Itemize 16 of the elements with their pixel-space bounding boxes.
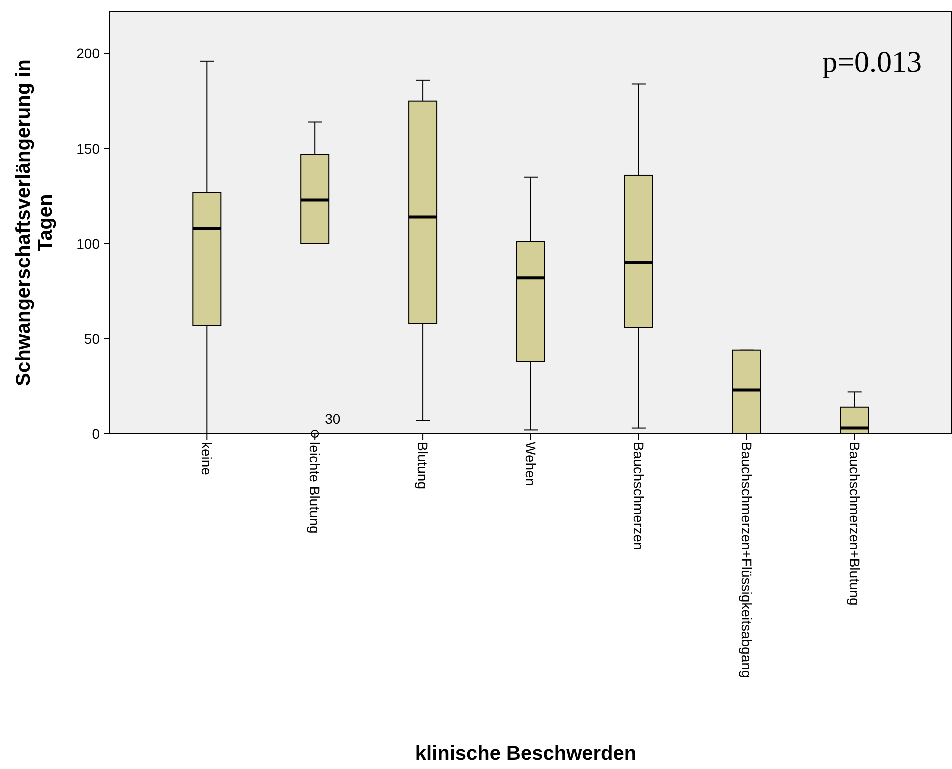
annotation: 30 (325, 411, 341, 427)
x-tick-label: Bauchschmerzen (630, 442, 647, 550)
x-tick-label: Blutung (415, 442, 432, 490)
y-axis-title: Schwangerschaftsverlängerung in Tagen (13, 60, 57, 386)
y-tick-label: 0 (92, 426, 100, 442)
y-tick-label: 50 (84, 330, 100, 347)
y-tick-label: 200 (76, 46, 100, 62)
x-axis-title: klinische Beschwerden (415, 743, 637, 765)
annotation: p=0.013 (822, 46, 922, 79)
x-tick-label: keine (199, 442, 216, 476)
x-tick-label: Bauchschmerzen+Flüssigkeitsabgang (738, 442, 755, 678)
y-tick-label: 100 (76, 236, 100, 252)
y-tick-label: 150 (76, 140, 100, 157)
x-tick-label: Wehen (523, 442, 539, 486)
x-tick-label: leichte Blutung (307, 442, 324, 534)
x-tick-label: Bauchschmerzen+Blutung (846, 442, 863, 606)
